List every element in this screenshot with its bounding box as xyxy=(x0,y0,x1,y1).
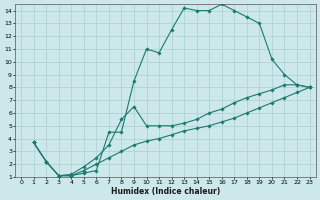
X-axis label: Humidex (Indice chaleur): Humidex (Indice chaleur) xyxy=(111,187,220,196)
